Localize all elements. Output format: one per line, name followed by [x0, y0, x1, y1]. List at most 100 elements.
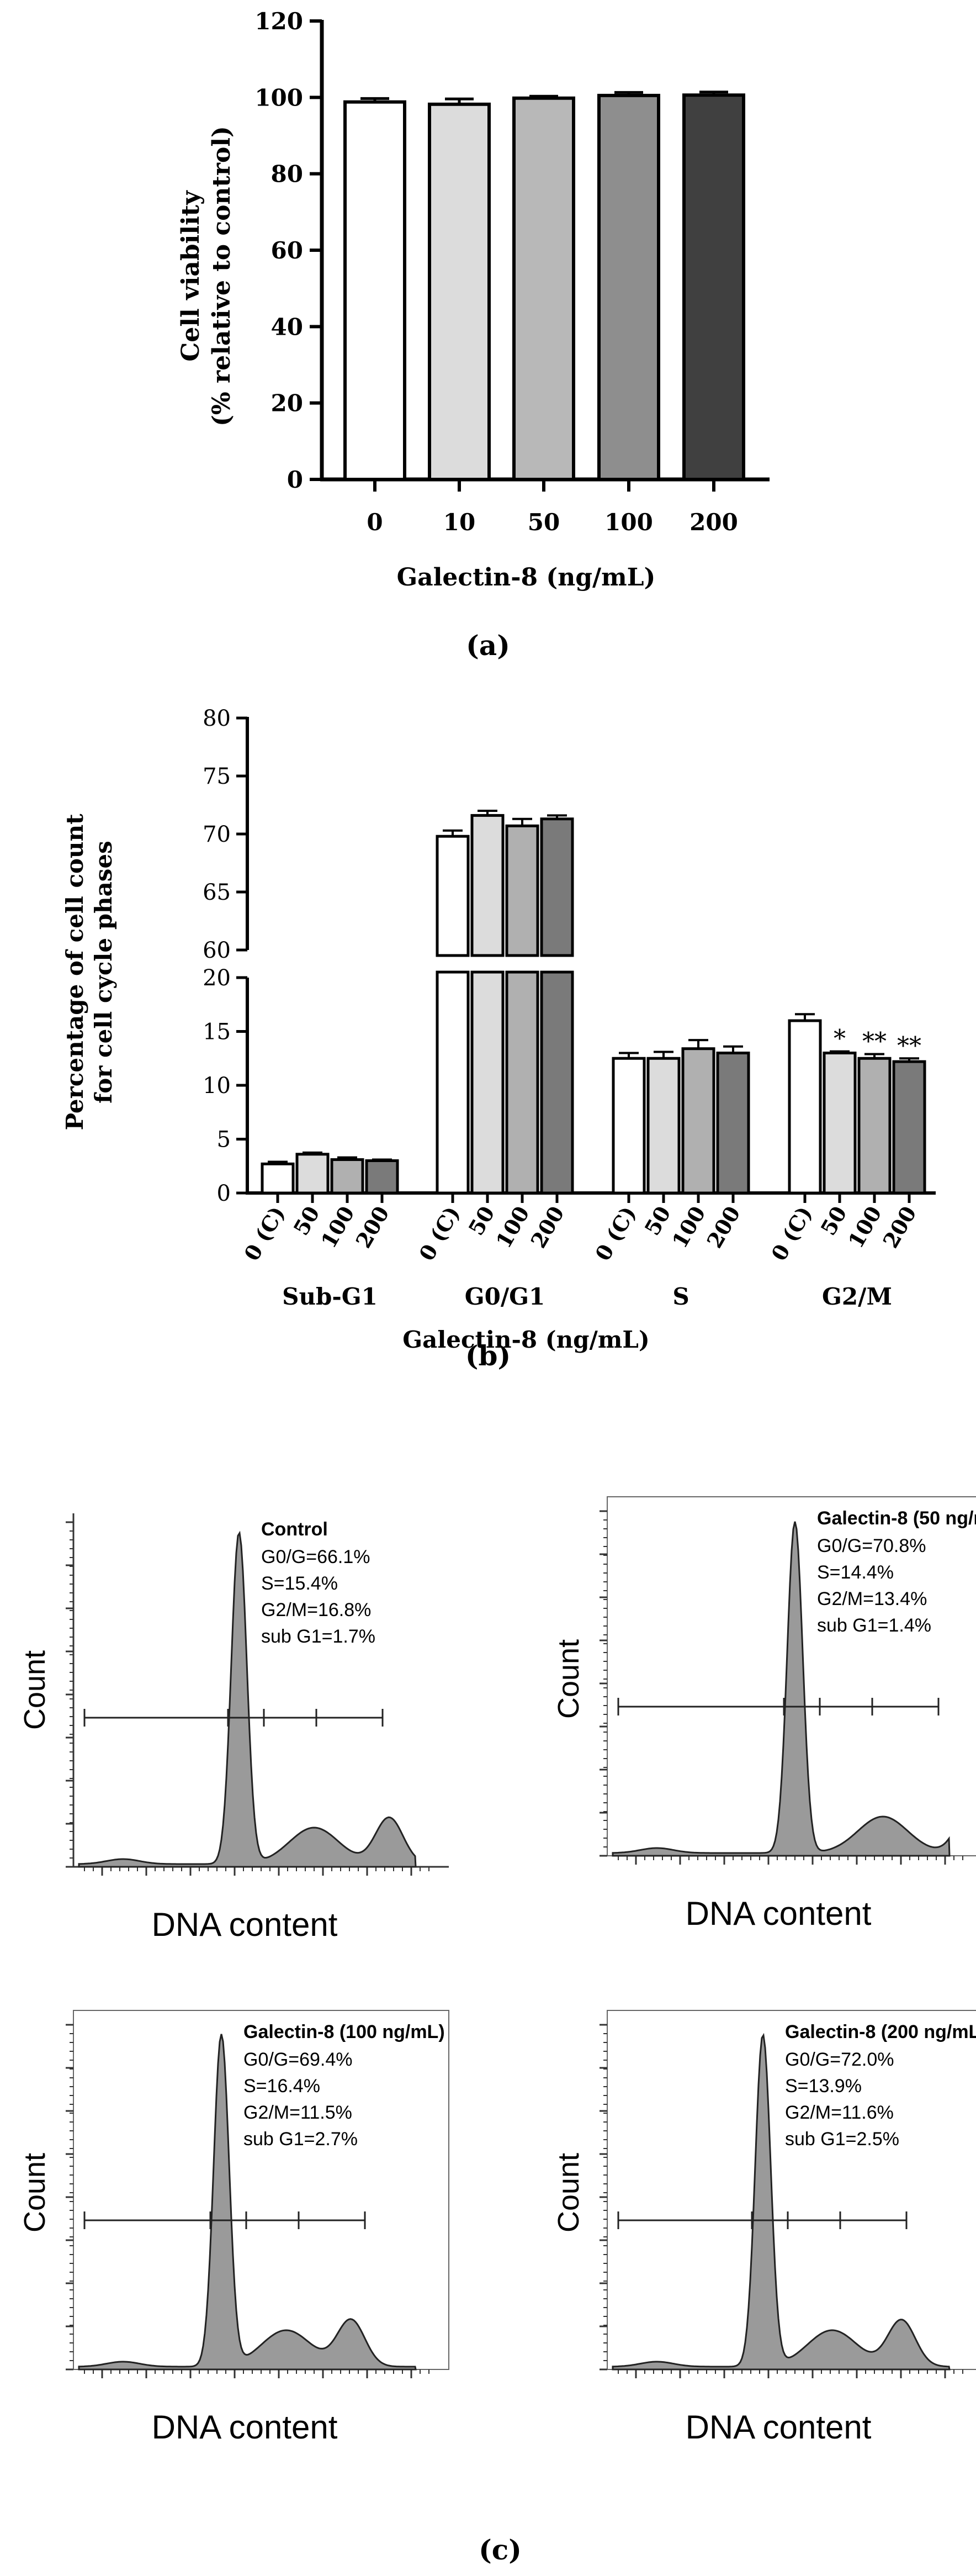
y-axis-label-line: for cell cycle phases — [90, 841, 117, 1104]
histogram-stat: S=13.9% — [785, 2076, 862, 2097]
bar — [646, 1057, 681, 1195]
x-tick-label: 10 — [443, 509, 475, 536]
y-axis-label-line: Cell viability — [177, 190, 205, 362]
histogram-curve — [612, 1521, 951, 1857]
x-tick-label: 50 — [528, 509, 560, 536]
y-tick-label: 120 — [254, 8, 303, 35]
histogram-curve — [612, 2033, 951, 2371]
y-tick-label: 15 — [203, 1020, 231, 1045]
bar — [261, 1162, 295, 1195]
y-tick-label: 60 — [203, 938, 231, 963]
bar — [428, 102, 491, 482]
x-tick-label: 100 — [604, 509, 653, 536]
histogram-stat: sub G1=1.4% — [817, 1615, 931, 1636]
bar — [365, 1159, 399, 1195]
x-axis-label: Galectin-8 (ng/mL) — [402, 1326, 649, 1353]
bar — [343, 100, 406, 481]
x-tick-label: 100 — [491, 1202, 534, 1252]
x-tick-label: 200 — [878, 1202, 921, 1252]
histogram-stat: G0/G=72.0% — [785, 2049, 894, 2070]
histogram-stat: G2/M=11.5% — [243, 2102, 352, 2123]
histogram-title: Galectin-8 (100 ng/mL) — [243, 2021, 445, 2042]
bar — [330, 1158, 364, 1195]
y-axis-label-line: (% relative to control) — [208, 126, 236, 426]
y-tick-label: 70 — [203, 822, 231, 847]
x-tick-label: 0 (C) — [414, 1202, 465, 1265]
y-axis-label-line: Percentage of cell count — [61, 814, 88, 1131]
y-tick-label: 0 — [217, 1181, 231, 1206]
x-tick-label: 0 (C) — [766, 1202, 817, 1265]
bar-lower-part — [505, 970, 539, 1195]
x-tick-label: 0 (C) — [590, 1202, 641, 1265]
panel-label-b: (b) — [465, 1339, 511, 1372]
histogram-panel: Galectin-8 (200 ng/mL) G0/G=72.0% S=13.9% G… — [552, 2010, 976, 2446]
histogram-stat: S=16.4% — [243, 2076, 320, 2097]
bar — [823, 1052, 857, 1195]
histogram-stat: G0/G=70.8% — [817, 1535, 926, 1556]
histogram-title: Galectin-8 (200 ng/mL) — [785, 2021, 976, 2042]
histogram-title: Control — [261, 1519, 328, 1540]
histogram-stat: G2/M=13.4% — [817, 1588, 927, 1609]
y-axis-label: Count — [18, 2153, 51, 2232]
group-label: S — [672, 1283, 689, 1310]
histogram-curve — [78, 1530, 417, 1868]
bar — [788, 1019, 822, 1195]
bar — [512, 96, 575, 481]
x-axis-label: DNA content — [152, 2409, 338, 2446]
bar — [716, 1052, 750, 1195]
chart-c-histograms: Control G0/G=66.1% S=15.4% G2/M=16.8% sub G1… — [18, 1496, 976, 2566]
y-tick-label: 60 — [271, 237, 303, 264]
x-tick-label: 200 — [526, 1202, 569, 1252]
histogram-stat: S=15.4% — [261, 1573, 338, 1594]
bar-upper-part — [505, 824, 539, 957]
y-axis-label: Cell viability (% relative to control) — [177, 126, 236, 426]
histogram-curve — [78, 2034, 417, 2371]
group-label: G2/M — [822, 1283, 892, 1310]
y-axis-label: Percentage of cell countfor cell cycle p… — [61, 814, 117, 1131]
bar — [681, 1047, 715, 1195]
y-tick-label: 20 — [203, 965, 231, 991]
histogram-stat: G2/M=11.6% — [785, 2102, 894, 2123]
histogram-stat: G0/G=69.4% — [243, 2049, 353, 2070]
bar — [612, 1057, 646, 1195]
x-axis-label: DNA content — [152, 1906, 338, 1943]
x-tick-label: 100 — [843, 1202, 887, 1252]
group-label: G0/G1 — [465, 1283, 545, 1310]
y-tick-label: 65 — [203, 880, 231, 905]
histogram-stat: G2/M=16.8% — [261, 1600, 371, 1620]
bar — [597, 93, 660, 481]
histogram-stat: sub G1=2.5% — [785, 2129, 899, 2150]
y-tick-label: 80 — [203, 706, 231, 731]
histogram-stat: S=14.4% — [817, 1562, 894, 1583]
y-tick-label: 0 — [287, 466, 303, 493]
bar — [892, 1060, 926, 1195]
bar — [682, 93, 745, 481]
bar-lower-part — [540, 970, 574, 1195]
histogram-panel: Galectin-8 (100 ng/mL) G0/G=69.4% S=16.4% G… — [18, 2010, 449, 2446]
bar-upper-part — [470, 814, 505, 957]
x-axis-label: Galectin-8 (ng/mL) — [397, 563, 656, 592]
y-tick-label: 40 — [271, 313, 303, 340]
y-axis-label: Count — [552, 2153, 585, 2232]
histogram-stat: sub G1=2.7% — [243, 2129, 358, 2150]
y-tick-label: 20 — [271, 390, 303, 417]
x-tick-label: 200 — [689, 509, 738, 536]
y-tick-label: 10 — [203, 1073, 231, 1099]
bar-upper-part — [436, 835, 470, 957]
group-label: Sub-G1 — [282, 1283, 378, 1310]
x-tick-label: 200 — [351, 1202, 394, 1252]
x-tick-label: 200 — [702, 1202, 745, 1252]
x-tick-label: 0 (C) — [239, 1202, 290, 1265]
y-tick-label: 5 — [217, 1127, 231, 1153]
significance-mark: ** — [897, 1032, 921, 1060]
y-tick-label: 100 — [254, 84, 303, 111]
x-tick-label: 100 — [667, 1202, 710, 1252]
bar — [295, 1153, 330, 1195]
y-tick-label: 80 — [271, 161, 303, 188]
bar-lower-part — [470, 970, 505, 1195]
chart-a-viability: 0 20 40 60 80 100 120 0 10 50 100 200 Galectin-8 (ng… — [177, 8, 770, 662]
histogram-panel: Control G0/G=66.1% S=15.4% G2/M=16.8% sub G1… — [18, 1513, 449, 1943]
x-axis-label: DNA content — [686, 1895, 872, 1932]
panel-label-c: (c) — [479, 2533, 522, 2566]
